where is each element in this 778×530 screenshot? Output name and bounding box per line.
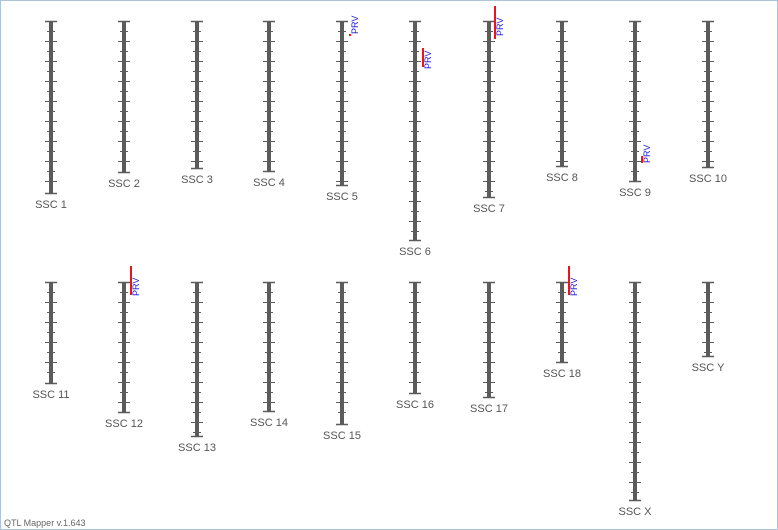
chromosome-ssc-y: SSC Y	[692, 281, 725, 374]
chromosome-label: SSC 14	[250, 417, 288, 429]
chromosome-label: SSC 9	[619, 187, 651, 199]
chromosome-ssc-x: SSC X	[618, 281, 652, 518]
version-label: QTL Mapper v.1.643	[4, 518, 86, 528]
qtl-prv: PRV	[349, 16, 360, 36]
chromosome-ssc-10: SSC 10	[689, 20, 727, 185]
chromosome-label: SSC 6	[399, 246, 431, 258]
chromosome-ssc-14: SSC 14	[250, 281, 288, 429]
chromosome-bar	[267, 282, 271, 412]
chromosome-ssc-12: SSC 12 PRV	[105, 266, 143, 430]
chromosome-ssc-3: SSC 3	[181, 20, 213, 186]
qtl-prv: PRV	[568, 266, 579, 296]
chromosome-bar	[560, 21, 564, 167]
chromosome-ssc-8: SSC 8	[546, 20, 578, 184]
chromosome-bar	[340, 282, 344, 425]
chromosome-bar	[49, 21, 53, 194]
chromosome-bar	[122, 282, 126, 413]
qtl-prv: PRV	[130, 266, 141, 296]
chromosome-bar	[267, 21, 271, 172]
chromosome-ssc-13: SSC 13	[178, 281, 216, 454]
chromosome-bar	[195, 282, 199, 437]
chromosome-label: SSC 11	[32, 389, 69, 401]
chromosome-ssc-2: SSC 2	[108, 20, 140, 190]
chromosome-bar	[122, 21, 126, 173]
chromosome-bar	[413, 282, 417, 394]
qtl-label: PRV	[569, 278, 579, 296]
chromosome-label: SSC 1	[35, 199, 67, 211]
chromosome-label: SSC 16	[396, 399, 434, 411]
chromosome-label: SSC 12	[105, 418, 143, 430]
chromosome-bar	[706, 282, 710, 357]
qtl-prv: PRV	[494, 6, 505, 39]
chromosome-label: SSC 15	[323, 430, 361, 442]
chromosome-label: SSC 5	[326, 191, 358, 203]
chromosome-ssc-7: SSC 7 PRV	[473, 6, 505, 215]
qtl-label: PRV	[642, 145, 652, 163]
chromosome-label: SSC X	[618, 506, 652, 518]
chromosome-ssc-16: SSC 16	[396, 281, 434, 411]
chromosome-bar	[195, 21, 199, 169]
qtl-label: PRV	[131, 278, 141, 296]
qtl-label: PRV	[350, 16, 360, 34]
chromosome-bar	[633, 282, 637, 501]
chromosome-bar	[487, 21, 491, 198]
chromosome-ssc-5: SSC 5 PRV	[326, 16, 360, 203]
chromosome-label: SSC 17	[470, 403, 508, 415]
qtl-label: PRV	[495, 18, 505, 36]
chromosome-bar	[487, 282, 491, 398]
qtl-prv: PRV	[641, 145, 652, 163]
qtl-label: PRV	[423, 51, 433, 69]
qtl-prv: PRV	[422, 48, 433, 69]
chromosome-ssc-6: SSC 6 PRV	[399, 20, 433, 258]
chromosome-ssc-18: SSC 18 PRV	[543, 266, 581, 380]
chromosome-label: SSC 8	[546, 172, 578, 184]
chromosome-label: SSC 10	[689, 173, 727, 185]
chromosome-label: SSC 7	[473, 203, 505, 215]
chromosome-label: SSC 18	[543, 368, 581, 380]
chromosome-bar	[706, 21, 710, 168]
chromosome-ssc-11: SSC 11	[32, 281, 70, 401]
chromosome-bar	[340, 21, 344, 186]
chromosome-label: SSC 4	[253, 177, 285, 189]
chromosome-ssc-4: SSC 4	[253, 20, 285, 189]
chromosome-ssc-1: SSC 1	[35, 20, 67, 211]
chromosome-label: SSC Y	[692, 362, 725, 374]
chromosome-ssc-15: SSC 15	[323, 281, 361, 442]
chromosome-label: SSC 3	[181, 174, 213, 186]
chromosome-label: SSC 2	[108, 178, 140, 190]
chromosome-ssc-17: SSC 17	[470, 281, 508, 415]
chromosome-ssc-9: SSC 9 PRV	[619, 20, 652, 199]
chromosome-label: SSC 13	[178, 442, 216, 454]
